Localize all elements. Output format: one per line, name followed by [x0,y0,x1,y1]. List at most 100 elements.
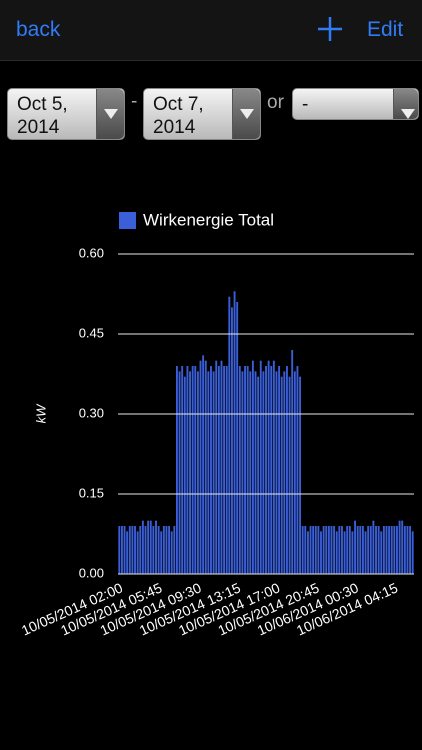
bar [385,526,388,574]
add-icon[interactable] [317,16,343,42]
bar [225,366,228,574]
end-year: 2014 [153,117,196,138]
y-tick-label: 0.30 [79,405,104,420]
bar [354,520,357,574]
bar [126,531,129,574]
bar [348,526,351,574]
bar [149,520,152,574]
bar [128,526,131,574]
bar [314,526,317,574]
bar [382,526,385,574]
bar [170,531,173,574]
bar [346,526,349,574]
bar [265,366,267,574]
chart: kW Wirkenergie Total 0.00 0.15 0.30 0.45 0.60… [19,210,414,638]
bar [157,526,160,574]
y-tick-label: 0.00 [79,565,104,580]
bar [272,360,275,574]
bar [155,520,157,574]
bar [241,371,244,574]
bar [356,526,359,574]
bar [270,366,273,574]
y-axis-label: kW [33,403,48,424]
back-button[interactable]: back [16,18,61,41]
bar [335,531,338,574]
bar [390,526,393,574]
bar [120,526,123,574]
bar [175,366,178,574]
bar [194,366,197,574]
start-year: 2014 [17,117,60,138]
bar [377,526,380,574]
y-tick-label: 0.45 [79,325,104,340]
bar [202,355,205,574]
start-date-picker[interactable]: Oct 5, 2014 [7,88,125,140]
bar [372,520,375,574]
bar [215,360,218,574]
bar [393,526,396,574]
bar [244,366,246,574]
bar [369,526,372,574]
bar [278,366,281,574]
bar [341,526,343,574]
bar [249,371,252,574]
bar [238,366,241,574]
bar [398,520,401,574]
bar [380,531,383,574]
bar [291,350,294,574]
bar [207,371,210,574]
bar [162,526,165,574]
bar [131,526,134,574]
dropdown-arrow [96,89,124,139]
bar [406,526,409,574]
bar [134,526,136,574]
bar [139,526,142,574]
bar [262,371,265,574]
bar [333,526,336,574]
bar [183,376,186,574]
bar [286,366,288,574]
legend-label: Wirkenergie Total [143,210,274,229]
bar [283,371,286,574]
bar [312,526,315,574]
nav-bar: back Edit [0,0,422,61]
bar [123,526,126,574]
bar [210,366,212,574]
bar [304,526,307,574]
bar [343,531,346,574]
bar [359,526,362,574]
preset-value: - [302,94,309,115]
bar [199,360,202,574]
bar [223,366,226,574]
start-date: Oct 5, [17,94,68,115]
bar [141,520,144,574]
range-dash: - [131,91,138,112]
bar [364,531,367,574]
bar [186,366,189,574]
bar [367,526,370,574]
bar [403,526,406,574]
bar [147,520,150,574]
bar [165,526,168,574]
or-label: or [267,92,284,113]
bar [178,371,181,574]
bar [320,531,322,574]
edit-button[interactable]: Edit [367,18,404,41]
bar [361,526,364,574]
preset-picker[interactable]: - [292,88,419,120]
bar [254,371,257,574]
bar [330,526,333,574]
bar [401,520,404,574]
dropdown-arrow [393,89,418,119]
y-tick-label: 0.15 [79,485,104,500]
bar [231,307,233,574]
bar [136,531,139,574]
bar [296,366,299,574]
end-date-picker[interactable]: Oct 7, 2014 [143,88,261,140]
bar [280,376,283,574]
bar [388,526,391,574]
bar [196,371,199,574]
bar [409,526,412,574]
bar [299,376,301,574]
